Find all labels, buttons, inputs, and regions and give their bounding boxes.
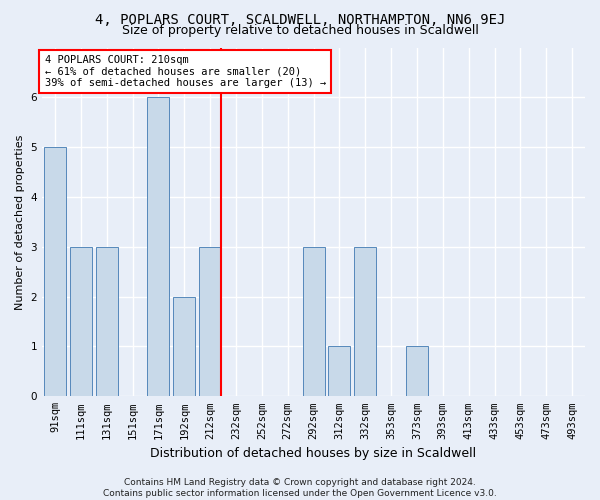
Bar xyxy=(354,247,376,396)
Bar xyxy=(302,247,325,396)
Bar xyxy=(173,296,195,396)
Text: 4, POPLARS COURT, SCALDWELL, NORTHAMPTON, NN6 9EJ: 4, POPLARS COURT, SCALDWELL, NORTHAMPTON… xyxy=(95,12,505,26)
X-axis label: Distribution of detached houses by size in Scaldwell: Distribution of detached houses by size … xyxy=(151,447,476,460)
Text: Contains HM Land Registry data © Crown copyright and database right 2024.
Contai: Contains HM Land Registry data © Crown c… xyxy=(103,478,497,498)
Bar xyxy=(199,247,221,396)
Y-axis label: Number of detached properties: Number of detached properties xyxy=(15,134,25,310)
Bar xyxy=(148,98,169,397)
Bar xyxy=(328,346,350,397)
Bar xyxy=(44,147,66,396)
Bar xyxy=(406,346,428,397)
Text: 4 POPLARS COURT: 210sqm
← 61% of detached houses are smaller (20)
39% of semi-de: 4 POPLARS COURT: 210sqm ← 61% of detache… xyxy=(44,55,326,88)
Bar xyxy=(70,247,92,396)
Bar xyxy=(95,247,118,396)
Text: Size of property relative to detached houses in Scaldwell: Size of property relative to detached ho… xyxy=(122,24,478,37)
